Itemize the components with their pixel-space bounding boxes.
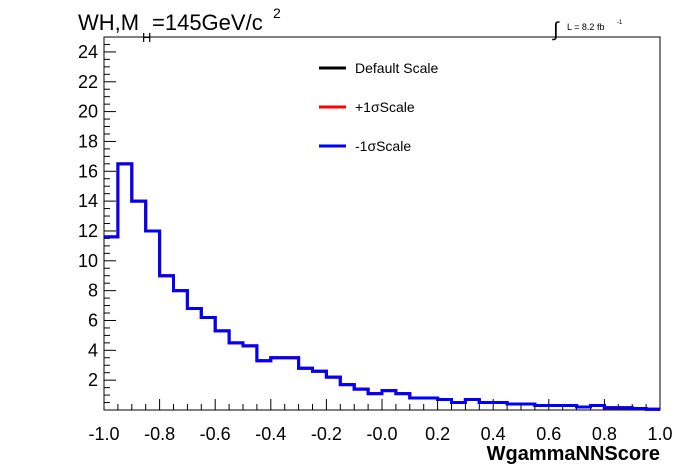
y-tick-label: 2 bbox=[88, 370, 98, 390]
plot-title-superscript: 2 bbox=[273, 5, 281, 21]
y-tick-label: 12 bbox=[78, 221, 98, 241]
plot-title: WH,M bbox=[78, 10, 139, 35]
series-layer bbox=[104, 162, 660, 411]
x-tick-label: -1.0 bbox=[88, 424, 119, 444]
x-tick-label: -0.0 bbox=[366, 424, 397, 444]
legend-label-1-scale: -1σScale bbox=[355, 138, 411, 154]
plot-frame bbox=[103, 36, 661, 411]
x-axis-title: WgammaNNScore bbox=[487, 443, 660, 465]
x-tick-label: -0.4 bbox=[255, 424, 286, 444]
y-tick-label: 10 bbox=[78, 251, 98, 271]
plot-title-rest: =145GeV/c bbox=[152, 10, 263, 35]
y-tick-label: 20 bbox=[78, 102, 98, 122]
series-1-scale-line bbox=[104, 162, 660, 411]
luminosity-label: L = 8.2 fb bbox=[567, 22, 604, 32]
series-1-scale-line bbox=[104, 162, 660, 411]
x-tick-label: -0.6 bbox=[200, 424, 231, 444]
series-default-scale-line bbox=[104, 162, 660, 411]
x-tick-label: 0.4 bbox=[481, 424, 506, 444]
legend-label-1-scale: +1σScale bbox=[355, 99, 415, 115]
legend-label-default-scale: Default Scale bbox=[355, 60, 438, 76]
x-tick-label: -0.8 bbox=[144, 424, 175, 444]
y-tick-label: 4 bbox=[88, 340, 98, 360]
luminosity-superscript: -1 bbox=[617, 20, 623, 26]
y-tick-label: 6 bbox=[88, 310, 98, 330]
y-tick-label: 14 bbox=[78, 191, 98, 211]
x-tick-label: -0.2 bbox=[311, 424, 342, 444]
integral-symbol: ∫ bbox=[552, 19, 560, 41]
x-tick-label: 1.0 bbox=[647, 424, 672, 444]
x-tick-label: 0.8 bbox=[592, 424, 617, 444]
y-tick-label: 24 bbox=[78, 42, 98, 62]
y-tick-label: 18 bbox=[78, 131, 98, 151]
y-tick-label: 8 bbox=[88, 281, 98, 301]
legend: Default Scale +1σScale -1σScale bbox=[319, 60, 438, 154]
x-axis: -1.0 -0.8 -0.6 -0.4 -0.2 -0.0 0.2 0.4 0.6 0.8 1.0 bbox=[88, 399, 673, 444]
y-tick-label: 16 bbox=[78, 161, 98, 181]
y-tick-label: 22 bbox=[78, 72, 98, 92]
x-tick-label: 0.2 bbox=[425, 424, 450, 444]
x-tick-label: 0.6 bbox=[536, 424, 561, 444]
